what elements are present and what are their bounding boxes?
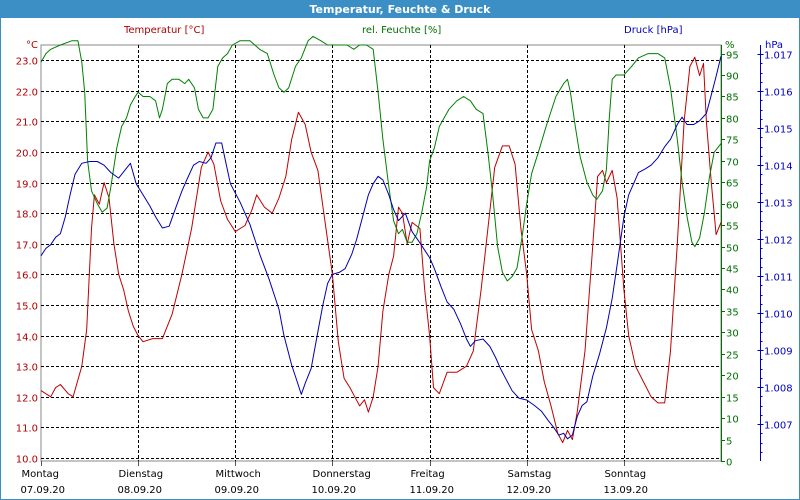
day-date-label: 10.09.20 (312, 485, 357, 496)
temperature-axis-title: Temperatur [°C] (123, 25, 204, 36)
temperature-tick-label: 15.0 (16, 302, 38, 313)
day-date-label: 09.09.20 (215, 485, 260, 496)
axes: Temperatur [°C] rel. Feuchte [%] Druck [… (16, 25, 793, 496)
pressure-tick-label: 1.009 (764, 347, 793, 358)
humidity-tick-label: 10 (726, 415, 739, 426)
temperature-unit-label: °C (26, 40, 38, 51)
humidity-unit-label: % (725, 40, 735, 51)
temperature-tick-label: 21.0 (16, 118, 38, 129)
series-line-temperature (40, 56, 722, 444)
temperature-tick-label: 22.0 (16, 88, 38, 99)
day-name-label: Montag (22, 469, 59, 480)
temperature-tick-label: 19.0 (16, 180, 38, 191)
temperature-tick-label: 18.0 (16, 210, 38, 221)
temperature-tick-label: 14.0 (16, 333, 38, 344)
temperature-tick-label: 12.0 (16, 394, 38, 405)
humidity-tick-label: 85 (726, 93, 739, 104)
pressure-tick-label: 1.015 (764, 125, 793, 136)
temperature-tick-label: 17.0 (16, 241, 38, 252)
pressure-tick-label: 1.012 (764, 236, 793, 247)
temperature-tick-label: 13.0 (16, 363, 38, 374)
humidity-tick-label: 25 (726, 351, 739, 362)
humidity-tick-label: 0 (726, 458, 732, 469)
humidity-tick-label: 70 (726, 158, 739, 169)
pressure-tick-label: 1.010 (764, 310, 793, 321)
humidity-tick-label: 90 (726, 72, 739, 83)
day-name-label: Donnerstag (313, 469, 371, 480)
humidity-axis-title: rel. Feuchte [%] (362, 25, 441, 36)
pressure-tick-label: 1.014 (764, 162, 793, 173)
humidity-tick-label: 15 (726, 394, 739, 405)
chart-title: Temperatur, Feuchte & Druck (1, 1, 799, 18)
day-name-label: Dienstag (119, 469, 164, 480)
day-date-label: 08.09.20 (118, 485, 163, 496)
pressure-axis-title: Druck [hPa] (624, 25, 683, 36)
day-date-label: 11.09.20 (410, 485, 455, 496)
temperature-tick-label: 20.0 (16, 149, 38, 160)
day-date-label: 13.09.20 (604, 485, 649, 496)
humidity-tick-label: 20 (726, 372, 739, 383)
series-line-pressure (40, 55, 722, 440)
pressure-tick-label: 1.008 (764, 384, 793, 395)
day-date-label: 07.09.20 (21, 485, 66, 496)
humidity-tick-label: 60 (726, 201, 739, 212)
humidity-tick-label: 95 (726, 51, 739, 62)
day-name-label: Mittwoch (216, 469, 261, 480)
pressure-tick-label: 1.007 (764, 421, 793, 432)
humidity-tick-label: 80 (726, 115, 739, 126)
humidity-tick-label: 30 (726, 329, 739, 340)
humidity-tick-label: 5 (726, 437, 732, 448)
day-name-label: Samstag (508, 469, 552, 480)
temperature-tick-label: 10.0 (16, 455, 38, 466)
pressure-tick-label: 1.013 (764, 199, 793, 210)
pressure-tick-label: 1.011 (764, 273, 793, 284)
temperature-tick-label: 16.0 (16, 271, 38, 282)
day-name-label: Freitag (411, 469, 445, 480)
humidity-tick-label: 50 (726, 244, 739, 255)
pressure-tick-label: 1.017 (764, 51, 793, 62)
pressure-tick-label: 1.016 (764, 88, 793, 99)
humidity-tick-label: 35 (726, 308, 739, 319)
day-name-label: Sonntag (605, 469, 647, 480)
series (40, 35, 722, 444)
temperature-tick-label: 11.0 (16, 424, 38, 435)
temperature-tick-label: 23.0 (16, 57, 38, 68)
humidity-tick-label: 65 (726, 179, 739, 190)
humidity-tick-label: 75 (726, 136, 739, 147)
humidity-tick-label: 45 (726, 265, 739, 276)
humidity-tick-label: 55 (726, 222, 739, 233)
pressure-unit-label: hPa (765, 40, 783, 51)
series-line-humidity (40, 35, 722, 282)
day-date-label: 12.09.20 (507, 485, 552, 496)
humidity-tick-label: 40 (726, 286, 739, 297)
